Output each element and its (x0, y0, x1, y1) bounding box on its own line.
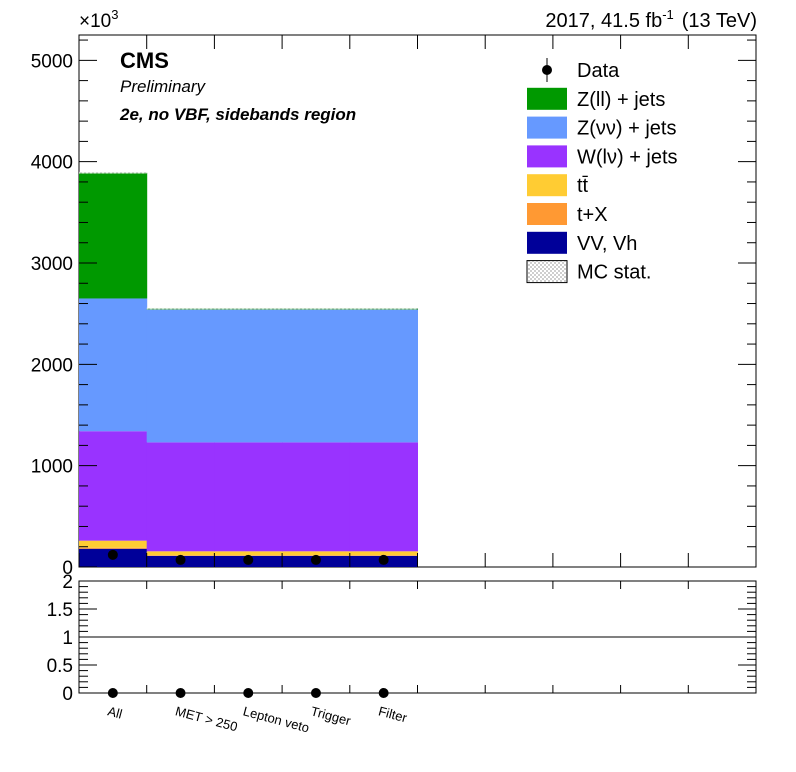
y-tick-label: 1000 (31, 457, 73, 478)
ratio-y-tick-label: 2 (62, 572, 73, 593)
mc-stat-band-0 (79, 171, 147, 174)
ratio-point-4 (378, 688, 389, 698)
y-tick-label: 5000 (31, 51, 73, 72)
bar-w-l-jets-4 (349, 442, 418, 552)
legend-label: Z(ll) + jets (577, 89, 665, 111)
bar-z-jets-3 (282, 309, 351, 443)
mc-stat-band-3 (282, 307, 350, 310)
legend: Data Z(ll) + jets Z(νν) + jets W(lν) + jets… (526, 58, 678, 284)
lumi-label: 2017, 41.5 fb-1 (13 TeV) (545, 7, 757, 32)
ratio-y-tick-label: 1 (62, 628, 73, 649)
bar-tt--1 (146, 551, 215, 556)
ratio-point-2 (243, 688, 254, 698)
x-category-label: Lepton veto (241, 703, 311, 735)
data-point-1 (175, 554, 186, 565)
bar-tt--3 (282, 551, 351, 556)
cms-label: CMS (120, 48, 169, 73)
x-category-label: All (106, 703, 124, 721)
mc-stat-band-1 (146, 307, 215, 310)
ratio-y-tick-label: 0.5 (47, 656, 73, 677)
bar-tt--4 (349, 551, 418, 556)
legend-label: tt̄ (577, 175, 589, 197)
legend-swatch (527, 87, 567, 110)
region-label: 2e, no VBF, sidebands region (119, 105, 356, 124)
bar-tt--2 (214, 551, 283, 556)
legend-swatch (527, 174, 567, 197)
data-point-4 (378, 554, 389, 565)
data-point-3 (310, 554, 321, 565)
bar-w-l-jets-0 (79, 431, 148, 541)
bar-z-jets-1 (146, 309, 215, 443)
legend-swatch (527, 145, 567, 168)
x-category-label: Filter (377, 703, 409, 725)
bar-t-x-0 (79, 547, 148, 549)
ratio-y-tick-label: 1.5 (47, 600, 73, 621)
stack-layer (79, 171, 418, 567)
legend-swatch (526, 260, 568, 284)
legend-label: VV, Vh (577, 233, 637, 255)
bar-w-l-jets-1 (146, 442, 215, 552)
data-point-2 (243, 554, 254, 565)
legend-swatch (527, 203, 567, 225)
x-category-label: MET > 250 (174, 703, 239, 734)
legend-label: Data (577, 60, 620, 82)
y-tick-label: 4000 (31, 153, 73, 174)
ratio-point-3 (310, 688, 321, 698)
legend-label: t+X (577, 204, 608, 226)
main-ticks: 0 1000 2000 3000 4000 5000 (31, 35, 757, 579)
legend-swatch (527, 231, 567, 254)
exponent-label: ×103 (79, 7, 118, 32)
data-point-0 (107, 549, 118, 560)
preliminary-label: Preliminary (120, 77, 207, 96)
legend-swatch (527, 116, 567, 139)
bar-z-jets-0 (79, 298, 148, 432)
bar-z-jets-2 (214, 309, 283, 443)
ratio-point-1 (175, 688, 186, 698)
x-category-label: Trigger (309, 703, 353, 728)
bar-tt--0 (79, 540, 148, 548)
bar-z-ll-jets-0 (79, 172, 148, 299)
ratio-y-tick-label: 0 (62, 684, 73, 705)
bar-w-l-jets-2 (214, 442, 283, 552)
mc-stat-band-2 (214, 307, 283, 310)
y-tick-label: 3000 (31, 254, 73, 275)
legend-label: MC stat. (577, 262, 651, 284)
y-tick-label: 0 (62, 558, 73, 579)
bar-z-jets-4 (349, 309, 418, 443)
legend-marker (542, 65, 552, 75)
bar-w-l-jets-3 (282, 442, 351, 552)
legend-label: W(lν) + jets (577, 146, 678, 168)
ratio-point-0 (107, 688, 118, 698)
y-tick-label: 2000 (31, 355, 73, 376)
legend-label: Z(νν) + jets (577, 118, 676, 140)
mc-stat-band-4 (349, 307, 418, 310)
